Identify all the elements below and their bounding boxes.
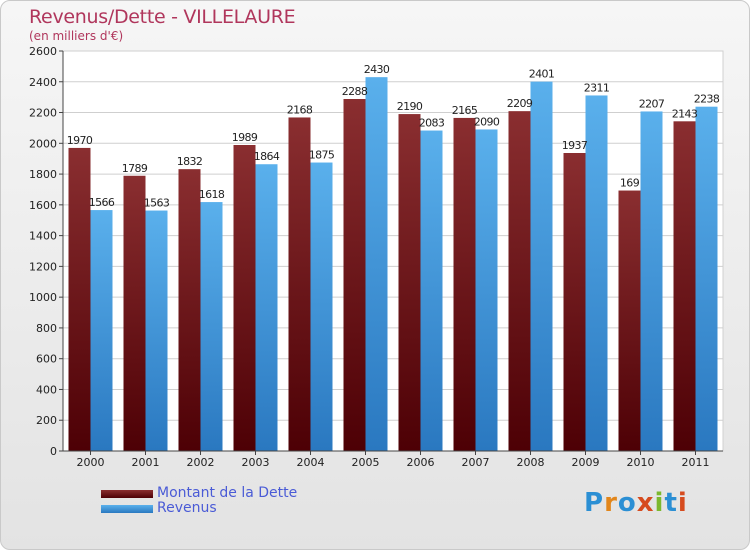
bar-revenus <box>255 164 278 451</box>
data-label-dette: 2209 <box>507 97 533 110</box>
logo-letter: x <box>636 488 655 518</box>
logo-letter: o <box>617 488 637 518</box>
chart-subtitle: (en milliers d'€) <box>29 29 124 43</box>
y-tick-label: 800 <box>36 322 57 335</box>
bar-dette <box>673 121 696 452</box>
bar-revenus <box>310 162 333 452</box>
bar-dette <box>123 175 146 451</box>
x-tick-label: 2009 <box>572 456 600 469</box>
y-tick-label: 1600 <box>29 199 57 212</box>
bar-dette <box>508 111 531 452</box>
y-tick-label: 1800 <box>29 168 57 181</box>
bar-revenus <box>695 106 718 451</box>
x-tick-label: 2007 <box>462 456 490 469</box>
bar-revenus <box>585 95 608 451</box>
data-label-dette: 1937 <box>562 139 588 152</box>
y-tick-label: 2000 <box>29 137 57 150</box>
x-tick-label: 2002 <box>187 456 215 469</box>
y-tick-label: 1000 <box>29 291 57 304</box>
logo-letter: i <box>677 488 688 518</box>
bar-revenus <box>475 129 498 451</box>
y-tick-label: 1400 <box>29 230 57 243</box>
proxiti-logo: Proxiti <box>584 488 688 518</box>
data-label-dette: 169 <box>620 177 640 190</box>
bar-dette <box>288 117 311 451</box>
x-tick-label: 2001 <box>132 456 160 469</box>
bar-revenus <box>530 81 553 451</box>
data-label-dette: 2143 <box>672 107 698 120</box>
data-label-dette: 1970 <box>67 134 93 147</box>
data-label-dette: 1989 <box>232 131 258 144</box>
y-tick-label: 0 <box>50 445 57 458</box>
chart-title: Revenus/Dette - VILLELAURE <box>29 6 296 28</box>
data-label-revenus: 2401 <box>529 68 555 81</box>
logo-letter: r <box>604 488 618 518</box>
bar-dette <box>178 169 201 451</box>
data-label-revenus: 2311 <box>584 81 610 94</box>
logo-letter: i <box>654 488 665 518</box>
bar-dette <box>453 117 476 451</box>
data-label-dette: 2190 <box>397 100 423 113</box>
data-label-revenus: 1875 <box>309 149 335 162</box>
data-label-dette: 2288 <box>342 85 368 98</box>
x-tick-label: 2005 <box>352 456 380 469</box>
data-label-revenus: 2083 <box>419 117 445 130</box>
bar-dette <box>233 145 256 451</box>
bar-revenus <box>200 202 223 451</box>
x-tick-label: 2010 <box>627 456 655 469</box>
data-label-revenus: 1563 <box>144 197 170 210</box>
data-label-dette: 2165 <box>452 104 478 117</box>
data-label-revenus: 2207 <box>639 97 665 110</box>
data-label-revenus: 1864 <box>254 150 280 163</box>
y-tick-label: 200 <box>36 414 57 427</box>
bar-revenus <box>640 111 663 451</box>
y-tick-label: 1200 <box>29 260 57 273</box>
data-label-dette: 1832 <box>177 155 203 168</box>
y-tick-label: 600 <box>36 353 57 366</box>
y-tick-label: 2600 <box>29 45 57 58</box>
x-tick-label: 2000 <box>77 456 105 469</box>
bar-dette <box>343 99 366 451</box>
bar-dette <box>398 114 421 452</box>
x-tick-label: 2006 <box>407 456 435 469</box>
x-tick-label: 2004 <box>297 456 325 469</box>
bar-revenus <box>365 77 388 452</box>
data-label-revenus: 2090 <box>474 115 500 128</box>
data-label-dette: 1789 <box>122 162 148 175</box>
data-label-revenus: 1566 <box>89 196 115 209</box>
y-tick-label: 2400 <box>29 76 57 89</box>
bar-revenus <box>90 210 113 451</box>
logo-letter: P <box>584 488 605 518</box>
x-tick-label: 2011 <box>682 456 710 469</box>
bar-dette <box>563 153 586 451</box>
data-label-revenus: 1618 <box>199 188 225 201</box>
bar-revenus <box>420 130 443 452</box>
plot-area <box>62 50 724 452</box>
bar-dette <box>68 147 91 451</box>
y-tick-label: 2200 <box>29 107 57 120</box>
legend-swatch-dette <box>101 490 153 498</box>
logo-letter: t <box>664 488 678 518</box>
legend-label-dette: Montant de la Dette <box>157 485 298 501</box>
data-label-revenus: 2238 <box>694 93 720 106</box>
legend-label-revenus: Revenus <box>157 500 217 516</box>
legend-swatch-revenus <box>101 505 153 513</box>
y-tick-label: 400 <box>36 383 57 396</box>
data-label-dette: 2168 <box>287 103 313 116</box>
x-tick-label: 2008 <box>517 456 545 469</box>
bar-dette <box>618 190 641 452</box>
bar-revenus <box>145 210 168 451</box>
data-label-revenus: 2430 <box>364 63 390 76</box>
x-tick-label: 2003 <box>242 456 270 469</box>
